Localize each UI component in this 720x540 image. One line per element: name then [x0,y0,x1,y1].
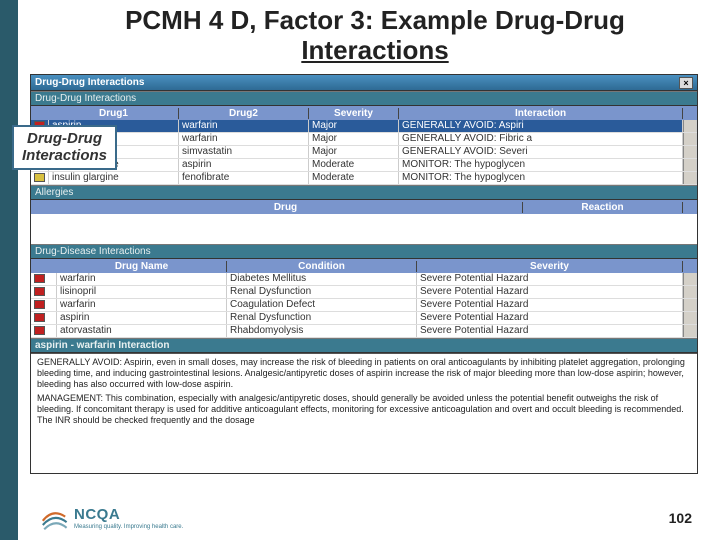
table-row[interactable]: warfarinDiabetes MellitusSevere Potentia… [31,273,697,286]
section-header-allergies: Allergies [31,185,697,200]
footer-logo: NCQA Measuring quality. Improving health… [40,504,183,532]
section-header-detail: aspirin - warfarin Interaction [31,338,697,353]
interaction-detail-text: GENERALLY AVOID: Aspirin, even in small … [31,353,697,473]
logo-tagline: Measuring quality. Improving health care… [74,524,183,530]
section-header-drugdrug: Drug-Drug Interactions [31,91,697,106]
close-icon[interactable]: × [679,77,693,89]
drugdrug-column-headers: Drug1 Drug2 Severity Interaction [31,106,697,120]
table-row[interactable]: lisinoprilRenal DysfunctionSevere Potent… [31,286,697,299]
table-row[interactable]: warfarinCoagulation DefectSevere Potenti… [31,299,697,312]
allergies-column-headers: Drug Reaction [31,200,697,214]
allergies-table-body [31,214,697,244]
slide-accent-stripe [0,0,18,540]
window-titlebar[interactable]: Drug-Drug Interactions × [31,75,697,91]
window-title: Drug-Drug Interactions [35,77,144,88]
app-window: Drug-Drug Interactions × Drug-Drug Inter… [30,74,698,474]
callout-label: Drug-DrugInteractions [12,125,117,170]
drugdrug-table-body: aspirinwarfarinMajorGENERALLY AVOID: Asp… [31,120,697,185]
table-row[interactable]: aspirinRenal DysfunctionSevere Potential… [31,312,697,325]
table-row[interactable]: fenofibratesimvastatinMajorGENERALLY AVO… [31,146,697,159]
section-header-drugdisease: Drug-Disease Interactions [31,244,697,259]
drugdisease-table-body: warfarinDiabetes MellitusSevere Potentia… [31,273,697,338]
table-row[interactable]: fenofibratewarfarinMajorGENERALLY AVOID:… [31,133,697,146]
table-row[interactable]: insulin glarginefenofibrateModerateMONIT… [31,172,697,185]
page-number: 102 [669,510,692,526]
ncqa-logo-icon [40,504,68,532]
drugdisease-column-headers: Drug Name Condition Severity [31,259,697,273]
table-row[interactable]: insulin glargineaspirinModerateMONITOR: … [31,159,697,172]
slide-title: PCMH 4 D, Factor 3: Example Drug-Drug In… [60,6,690,66]
table-row[interactable]: atorvastatinRhabdomyolysisSevere Potenti… [31,325,697,338]
table-row[interactable]: aspirinwarfarinMajorGENERALLY AVOID: Asp… [31,120,697,133]
logo-text: NCQA [74,506,120,523]
